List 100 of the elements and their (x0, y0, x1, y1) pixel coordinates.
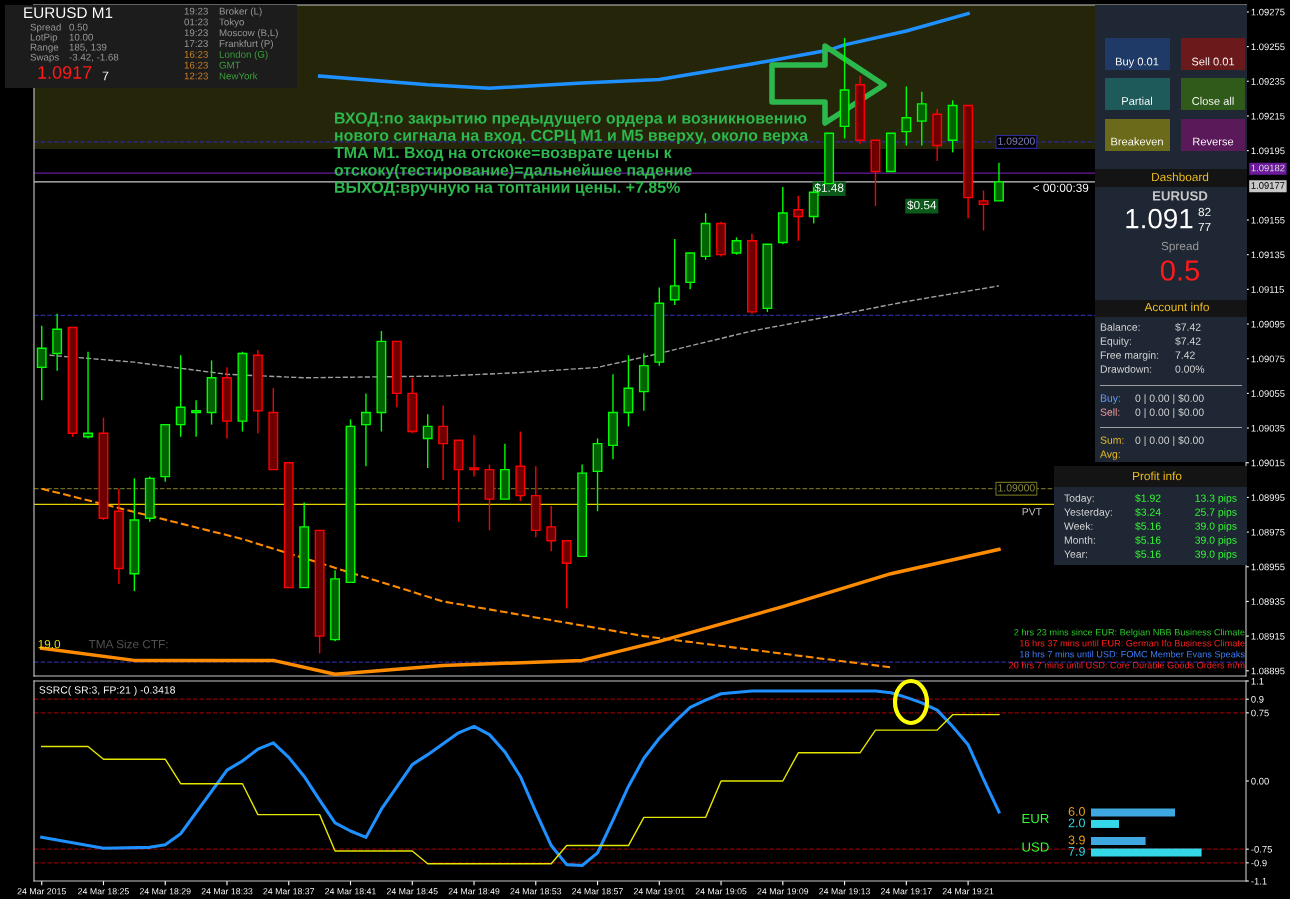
annotation: Dashboard (1152, 172, 1209, 182)
x-tick-label: 24 Mar 18:25 (78, 888, 129, 895)
y-tick-label: 1.09195 (1251, 147, 1285, 155)
x-tick-label: 24 Mar 19:17 (880, 888, 932, 895)
line-series (41, 713, 1000, 865)
annotation: Drawdown: (1100, 365, 1152, 373)
annotation: 10.00 (69, 33, 93, 41)
annotation: Month: (1064, 536, 1095, 544)
annotation: 17:23 (184, 40, 208, 48)
annotation: Account info (1144, 302, 1209, 312)
ref-line-label: 1.09177 (1251, 182, 1285, 189)
annotation: Broker (L) (219, 7, 262, 17)
annotation: Sell 0.01 (1191, 57, 1235, 66)
y-tick-label: 1.08955 (1251, 563, 1285, 571)
y-tick-label: 0.9 (1251, 696, 1264, 703)
annotation: Sell: (1100, 408, 1120, 416)
annotation: Spread (30, 23, 61, 33)
annotation: 185, 139 (69, 43, 107, 52)
annotation: 7 (102, 71, 109, 81)
y-tick-label: 1.09235 (1251, 78, 1285, 85)
candlestick (175, 354, 186, 438)
annotation: 13.3 pips (1195, 494, 1237, 504)
y-tick-label: 1.1 (1251, 677, 1264, 685)
annotation: Sum: (1100, 436, 1124, 444)
annotation: 19:23 (184, 7, 208, 15)
data-label: 2.0 (1068, 818, 1085, 828)
annotation: $7.42 (1175, 336, 1201, 346)
annotation: Partial (1122, 96, 1152, 105)
y-tick-label: 1.09155 (1251, 216, 1285, 224)
annotation: 16:23 (184, 61, 208, 69)
annotation: 01:23 (184, 18, 208, 26)
candlestick (469, 434, 479, 478)
candlestick (901, 85, 912, 147)
annotation: 77 (1198, 222, 1211, 232)
candlestick (793, 195, 804, 242)
x-tick-label: 24 Mar 2015 (17, 888, 66, 895)
bar (1091, 819, 1119, 828)
annotation: Buy: (1100, 394, 1120, 404)
annotation: Week: (1064, 522, 1093, 530)
y-tick-label: 1.08995 (1251, 494, 1285, 501)
annotation: $5.16 (1135, 535, 1161, 545)
annotation: Breakeven (1111, 137, 1163, 146)
bar (1091, 837, 1146, 846)
annotation: 0 | 0.00 | $0.00 (1135, 436, 1204, 446)
annotation: EURUSD (1153, 191, 1208, 201)
candlestick (978, 189, 989, 232)
chart-title: SSRC( SR:3, FP:21 ) -0.3418 (39, 686, 176, 696)
annotation: LotPip (30, 33, 58, 43)
annotation: Year: (1064, 550, 1087, 558)
x-tick-label: 24 Mar 19:01 (633, 888, 685, 895)
annotation: < 00:00:39 (1033, 183, 1089, 193)
bar (1091, 848, 1202, 857)
data-label: 6.0 (1068, 807, 1085, 816)
ref-line-label: 1.09182 (1251, 164, 1285, 172)
y-tick-label: 1.09115 (1251, 286, 1284, 293)
annotation: 39.0 pips (1195, 536, 1237, 546)
y-tick-label: 1.09015 (1251, 459, 1285, 467)
y-tick-label: 1.09135 (1251, 251, 1285, 259)
x-tick-label: 24 Mar 18:37 (263, 888, 315, 895)
line-series (48, 285, 1000, 379)
annotation: 0.50 (69, 23, 88, 31)
candlestick (994, 162, 1004, 202)
y-tick-label: 0.75 (1251, 709, 1269, 717)
annotation: Profit info (1133, 471, 1182, 481)
annotation: Avg: (1100, 450, 1120, 460)
annotation: EURUSD M1 (24, 7, 113, 19)
candlestick (916, 90, 927, 147)
y-tick-label: 1.09215 (1251, 112, 1285, 120)
x-tick-label: 24 Mar 19:13 (819, 888, 870, 895)
annotation: 1.091 (1126, 208, 1193, 229)
y-tick-label: 1.08895 (1251, 667, 1285, 675)
annotation: NewYork (219, 72, 258, 80)
annotation: Reverse (1193, 137, 1234, 146)
candlestick (36, 325, 47, 402)
annotation: 0.00% (1175, 365, 1205, 373)
annotation: GMT (219, 61, 241, 69)
x-tick-label: 24 Mar 19:09 (757, 888, 809, 895)
annotation: 0.5 (1160, 260, 1200, 281)
annotation: 20 hrs 7 mins until USD: Core Durable Goods Orders m/m (1009, 661, 1245, 669)
annotation: $1.92 (1135, 493, 1161, 503)
annotation: 18 hrs 7 mins until USD: FOMC Member Evans Speaks (1020, 650, 1245, 660)
annotation: -3.42, -1.68 (69, 53, 119, 62)
annotation: 82 (1198, 207, 1211, 217)
annotation: Today: (1064, 494, 1094, 504)
candlestick (561, 540, 572, 610)
y-tick-label: -0.75 (1251, 846, 1272, 853)
y-tick-label: 1.08935 (1251, 598, 1285, 605)
x-tick-label: 24 Mar 18:29 (139, 888, 191, 895)
y-tick-label: 0.00 (1251, 777, 1269, 785)
annotation: Swaps (30, 53, 59, 63)
annotation: 7.42 (1175, 351, 1195, 359)
candlestick (669, 238, 680, 306)
annotation: $3.24 (1135, 507, 1161, 517)
annotation: $1.48 (814, 183, 844, 193)
x-tick-label: 24 Mar 18:33 (201, 888, 253, 895)
y-tick-label: USD (1022, 842, 1049, 852)
candlestick (546, 505, 557, 552)
y-tick-label: -1.1 (1251, 877, 1267, 885)
candlestick (438, 404, 449, 481)
ref-line-label: 1.09200 (998, 137, 1035, 145)
